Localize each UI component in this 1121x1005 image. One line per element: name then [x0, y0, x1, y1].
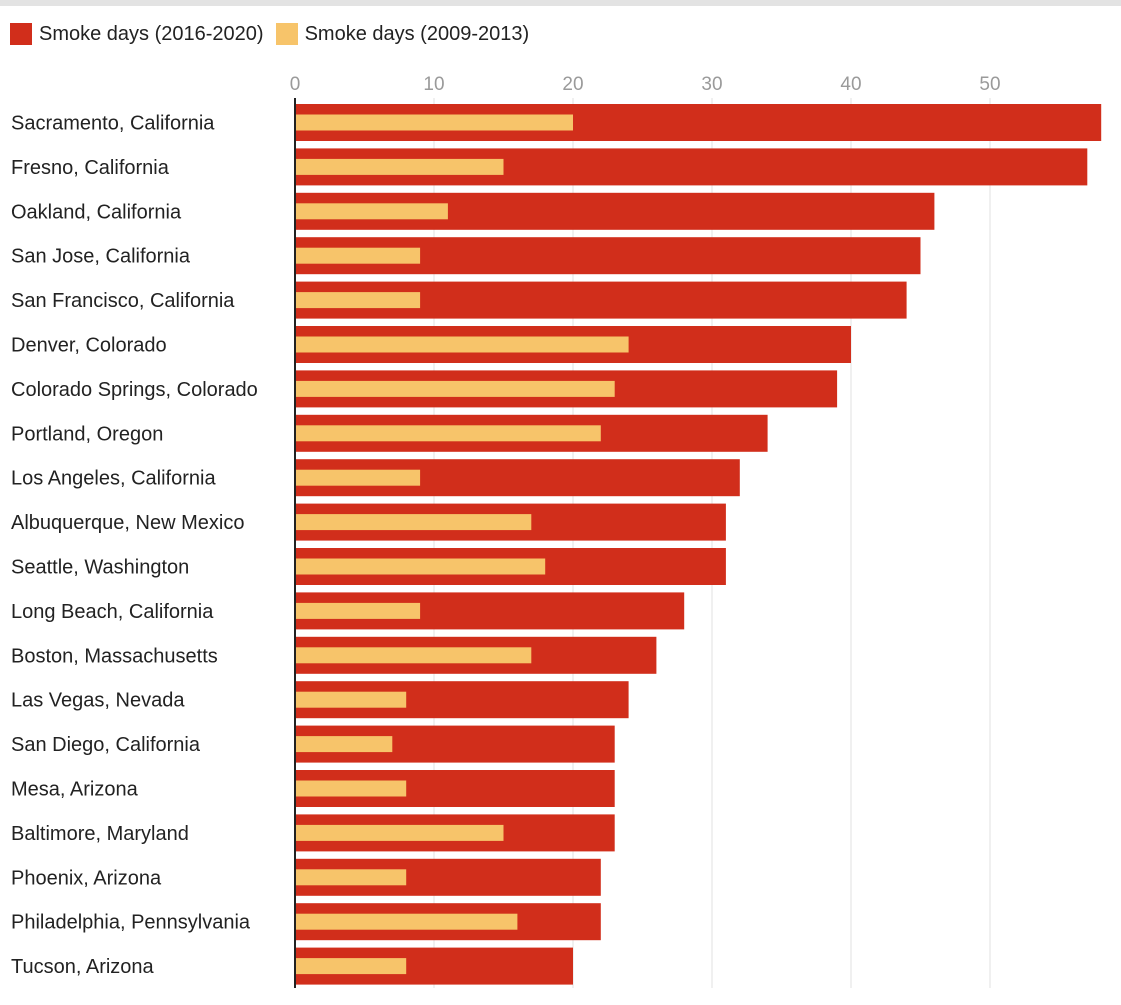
category-label-denver-colorado: Denver, Colorado [11, 335, 167, 357]
legend-item-2009-2013: Smoke days (2009-2013) [275, 22, 530, 46]
legend-swatch-2016-2020 [10, 23, 32, 45]
bar-2009-2013-long-beach-california [295, 602, 421, 619]
category-label-san-francisco-california: San Francisco, California [11, 290, 235, 312]
top-border [0, 0, 1121, 6]
bars [295, 104, 1102, 985]
category-label-san-diego-california: San Diego, California [11, 734, 201, 756]
x-tick-label-40: 40 [840, 74, 861, 95]
category-label-los-angeles-california: Los Angeles, California [11, 468, 216, 490]
x-tick-label-50: 50 [979, 74, 1000, 95]
category-label-albuquerque-new-mexico: Albuquerque, New Mexico [11, 512, 244, 534]
bar-2009-2013-denver-colorado [295, 336, 629, 353]
bar-2009-2013-philadelphia-pennsylvania [295, 913, 518, 930]
legend-item-2016-2020: Smoke days (2016-2020) [10, 23, 264, 46]
bar-2009-2013-mesa-arizona [295, 780, 407, 797]
x-axis-ticks: 0 10 20 30 40 50 [290, 74, 1001, 95]
category-label-phoenix-arizona: Phoenix, Arizona [11, 867, 162, 889]
category-label-portland-oregon: Portland, Oregon [11, 423, 163, 445]
category-labels: Sacramento, California Fresno, California… [11, 113, 258, 979]
x-tick-label-20: 20 [562, 74, 583, 95]
chart-legend: Smoke days (2016-2020) Smoke days (2009-… [10, 20, 541, 48]
category-label-oakland-california: Oakland, California [11, 201, 182, 223]
legend-label-2016-2020: Smoke days (2016-2020) [39, 22, 264, 45]
legend-swatch-2009-2013 [275, 23, 298, 45]
category-label-las-vegas-nevada: Las Vegas, Nevada [11, 690, 185, 712]
bar-2009-2013-seattle-washington [295, 558, 546, 575]
x-tick-label-30: 30 [701, 74, 722, 95]
bar-2009-2013-las-vegas-nevada [295, 691, 407, 708]
bar-2009-2013-boston-massachusetts [295, 647, 532, 664]
category-label-philadelphia-pennsylvania: Philadelphia, Pennsylvania [11, 912, 251, 934]
category-label-baltimore-maryland: Baltimore, Maryland [11, 823, 189, 845]
bar-2009-2013-albuquerque-new-mexico [295, 514, 532, 531]
bar-2009-2013-sacramento-california [295, 114, 573, 131]
category-label-tucson-arizona: Tucson, Arizona [11, 956, 155, 978]
category-label-long-beach-california: Long Beach, California [11, 601, 214, 623]
bar-2009-2013-baltimore-maryland [295, 824, 504, 841]
grid-lines [433, 98, 991, 988]
x-tick-label-0: 0 [290, 74, 301, 95]
legend-label-2009-2013: Smoke days (2009-2013) [304, 22, 530, 45]
category-label-sacramento-california: Sacramento, California [11, 113, 215, 135]
category-label-boston-massachusetts: Boston, Massachusetts [11, 645, 218, 667]
bar-2009-2013-tucson-arizona [295, 958, 407, 975]
category-label-fresno-california: Fresno, California [11, 157, 170, 179]
bar-2009-2013-los-angeles-california [295, 469, 421, 486]
bar-2009-2013-san-francisco-california [295, 292, 421, 309]
bar-2009-2013-san-diego-california [295, 736, 393, 753]
bar-2009-2013-phoenix-arizona [295, 869, 407, 886]
category-label-mesa-arizona: Mesa, Arizona [11, 779, 139, 801]
bar-2009-2013-oakland-california [295, 203, 448, 220]
category-label-colorado-springs-colorado: Colorado Springs, Colorado [11, 379, 258, 401]
bar-2009-2013-fresno-california [295, 158, 504, 175]
bar-2009-2013-colorado-springs-colorado [295, 380, 615, 397]
bar-2009-2013-san-jose-california [295, 247, 421, 264]
bar-2009-2013-portland-oregon [295, 425, 601, 442]
x-tick-label-10: 10 [423, 74, 444, 95]
category-label-san-jose-california: San Jose, California [11, 246, 191, 268]
category-label-seattle-washington: Seattle, Washington [11, 557, 189, 579]
